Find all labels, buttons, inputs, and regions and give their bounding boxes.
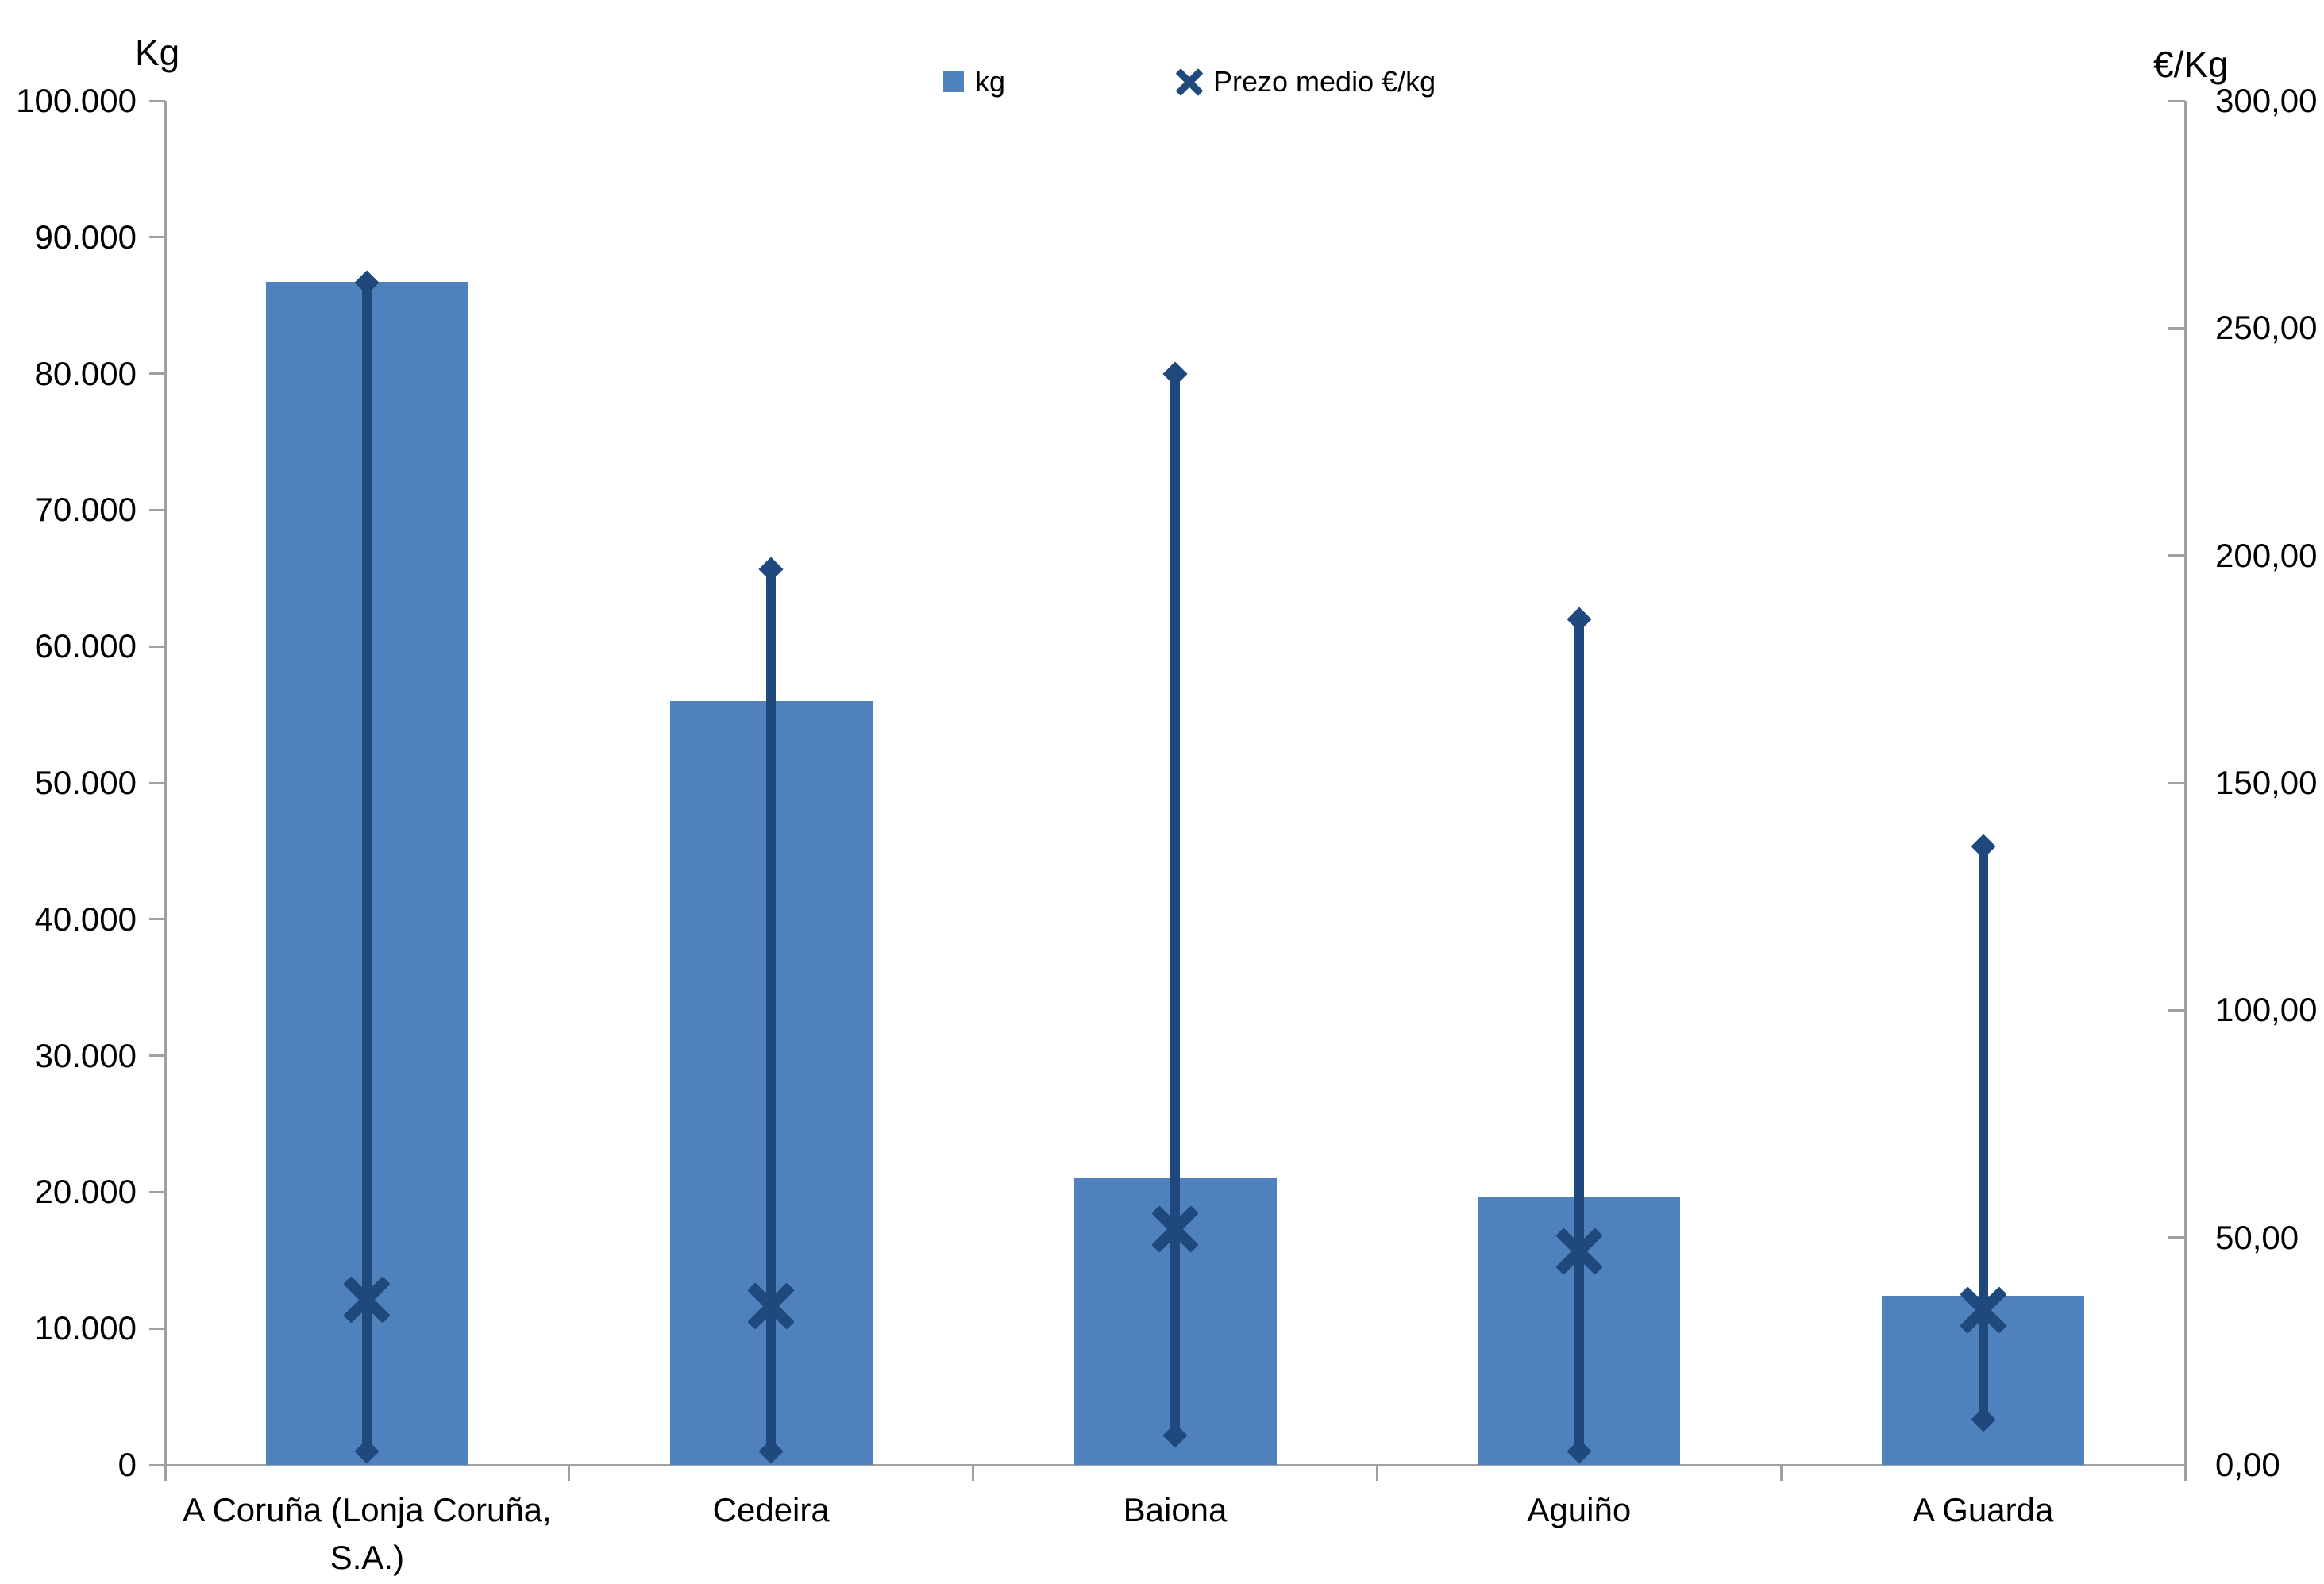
left-axis-tick xyxy=(149,236,165,239)
left-axis-tick xyxy=(149,918,165,921)
category-label-5: A Guarda xyxy=(1912,1491,2054,1528)
price-range-line-3 xyxy=(1170,373,1180,1436)
price-average-marker-3 xyxy=(1151,1205,1199,1254)
left-axis-tick-label: 60.000 xyxy=(34,627,137,665)
right-axis-tick-label: 0,00 xyxy=(2215,1446,2280,1483)
left-axis-title: Kg xyxy=(135,32,180,73)
x-marker-icon xyxy=(1175,68,1204,96)
right-axis-tick xyxy=(2168,1463,2185,1466)
right-axis-tick-label: 50,00 xyxy=(2215,1218,2299,1256)
category-label-2: Cedeira xyxy=(712,1491,830,1528)
x-axis-tick xyxy=(164,1465,167,1481)
category-label-3: Baiona xyxy=(1123,1491,1228,1528)
right-axis-tick-label: 150,00 xyxy=(2215,764,2318,801)
price-range-line-4 xyxy=(1574,619,1584,1451)
right-axis-tick xyxy=(2168,99,2185,102)
legend-prezo-label: Prezo medio €/kg xyxy=(1213,65,1436,98)
left-axis-tick-label: 0 xyxy=(118,1446,137,1483)
left-axis-tick xyxy=(149,1190,165,1193)
category-label-1: A Coruña (Lonja Coruña, S.A.) xyxy=(183,1491,552,1576)
right-axis-line xyxy=(2183,101,2187,1481)
x-axis-tick xyxy=(568,1465,571,1481)
price-max-marker-2 xyxy=(758,557,784,582)
price-range-line-5 xyxy=(1978,846,1988,1420)
price-average-marker-4 xyxy=(1555,1228,1603,1275)
price-average-marker-2 xyxy=(747,1281,795,1330)
x-axis-line xyxy=(165,1463,2185,1466)
left-axis-tick xyxy=(149,645,165,648)
right-axis-tick xyxy=(2168,554,2185,557)
left-axis-tick-label: 70.000 xyxy=(34,491,137,529)
right-axis-title: €/Kg xyxy=(2153,44,2229,85)
left-axis-tick xyxy=(149,508,165,511)
price-range-line-2 xyxy=(766,568,777,1451)
kg-series-swatch-icon xyxy=(943,71,964,92)
left-axis-tick-label: 40.000 xyxy=(34,900,137,938)
price-max-marker-4 xyxy=(1567,607,1592,632)
legend-kg-label: kg xyxy=(975,65,1006,98)
price-range-line-1 xyxy=(362,283,372,1451)
left-axis-tick-label: 80.000 xyxy=(34,354,137,392)
left-axis-tick xyxy=(149,781,165,784)
price-max-marker-5 xyxy=(1971,834,1996,859)
left-axis-tick xyxy=(149,1327,165,1330)
left-axis-tick-label: 100.000 xyxy=(16,82,137,119)
right-axis-tick xyxy=(2168,326,2185,330)
right-axis-tick-label: 200,00 xyxy=(2215,536,2318,574)
x-axis-tick xyxy=(972,1465,975,1481)
legend-item-kg: kg xyxy=(943,54,1005,110)
price-max-marker-3 xyxy=(1162,361,1188,387)
right-axis-tick xyxy=(2168,1008,2185,1012)
left-axis-tick-label: 30.000 xyxy=(34,1036,137,1074)
x-axis-tick xyxy=(1779,1465,1783,1481)
chart-legend: kg Prezo medio €/kg xyxy=(0,54,2324,110)
left-axis-tick xyxy=(149,1463,165,1466)
left-axis-tick xyxy=(149,99,165,102)
right-axis-tick xyxy=(2168,1236,2185,1239)
left-axis-tick-label: 50.000 xyxy=(34,764,137,801)
right-axis-tick-label: 300,00 xyxy=(2215,82,2318,119)
right-axis-tick-label: 250,00 xyxy=(2215,309,2318,347)
price-average-marker-5 xyxy=(1959,1286,2007,1334)
left-axis-tick xyxy=(149,1054,165,1058)
left-axis-line xyxy=(164,101,167,1481)
x-axis-tick xyxy=(1375,1465,1378,1481)
left-axis-tick-label: 10.000 xyxy=(34,1309,137,1347)
price-average-marker-1 xyxy=(343,1276,391,1324)
right-axis-tick-label: 100,00 xyxy=(2215,991,2318,1029)
category-label-4: Aguiño xyxy=(1527,1491,1632,1528)
left-axis-tick-label: 90.000 xyxy=(34,218,137,256)
x-axis-tick xyxy=(2183,1465,2187,1481)
left-axis-tick-label: 20.000 xyxy=(34,1173,137,1211)
left-axis-tick xyxy=(149,372,165,376)
right-axis-tick xyxy=(2168,781,2185,784)
legend-item-prezo: Prezo medio €/kg xyxy=(1175,54,1436,110)
